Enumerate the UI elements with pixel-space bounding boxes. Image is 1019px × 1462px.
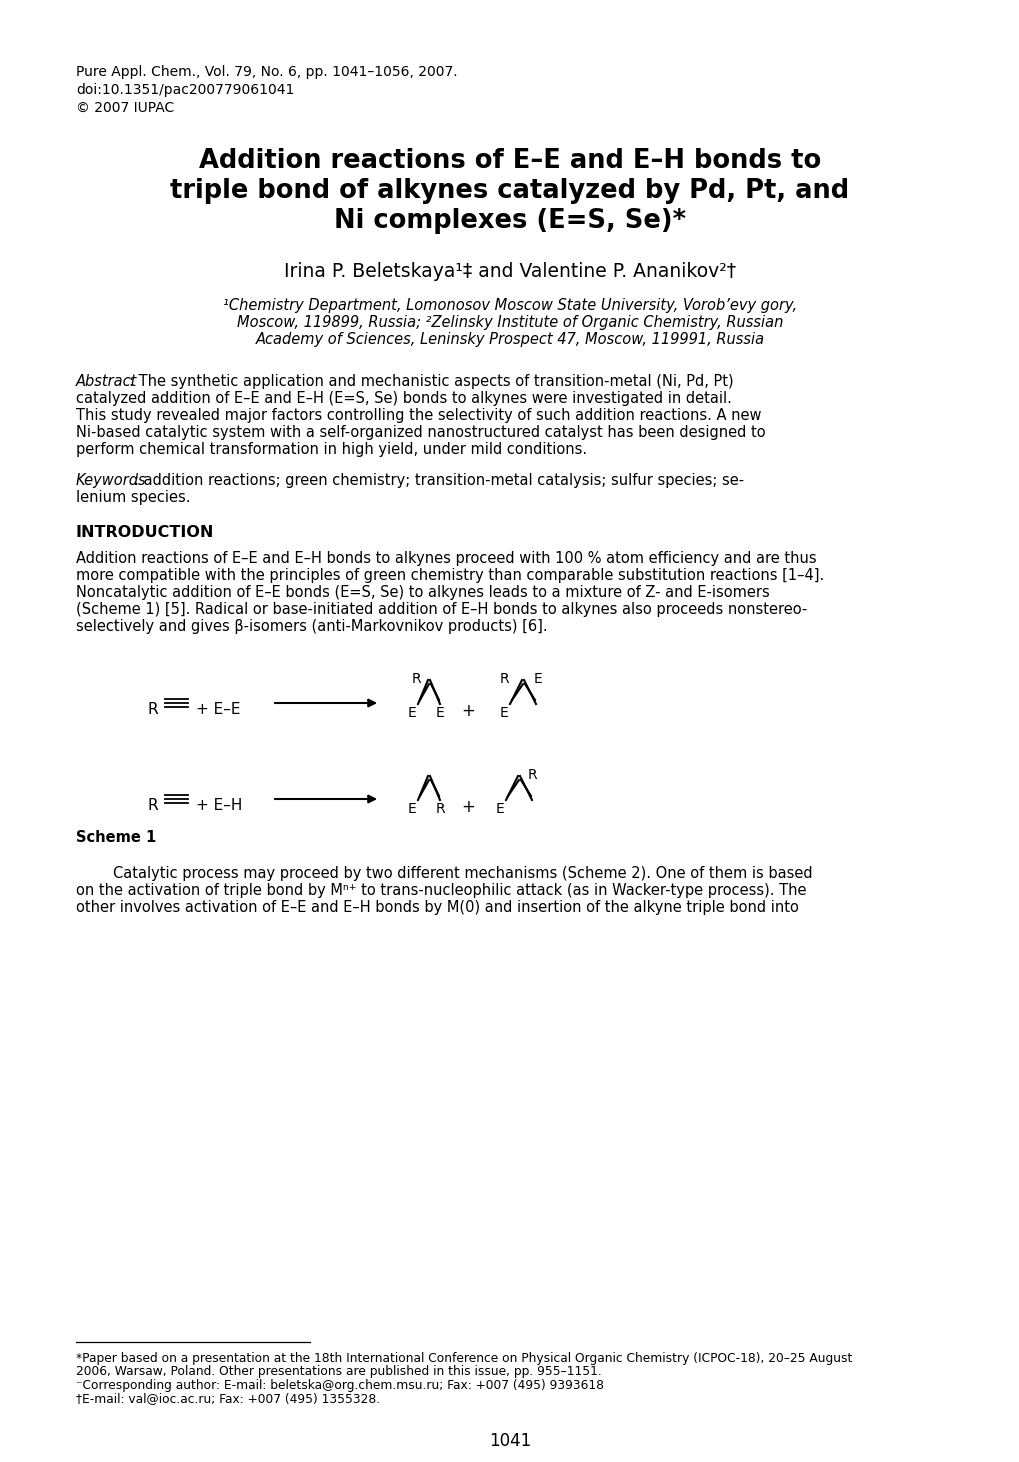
Text: Ni-based catalytic system with a self-organized nanostructured catalyst has been: Ni-based catalytic system with a self-or… bbox=[76, 425, 765, 440]
Text: Ni complexes (E=S, Se)*: Ni complexes (E=S, Se)* bbox=[333, 208, 686, 234]
Text: E: E bbox=[495, 803, 504, 816]
Text: 1041: 1041 bbox=[488, 1431, 531, 1450]
Text: + E–H: + E–H bbox=[196, 798, 243, 813]
Text: Abstract: Abstract bbox=[76, 374, 138, 389]
Text: selectively and gives β-isomers (anti-Markovnikov products) [6].: selectively and gives β-isomers (anti-Ma… bbox=[76, 618, 547, 635]
Text: Addition reactions of E–E and E–H bonds to alkynes proceed with 100 % atom effic: Addition reactions of E–E and E–H bonds … bbox=[76, 551, 816, 566]
Text: other involves activation of E–E and E–H bonds by M(0) and insertion of the alky: other involves activation of E–E and E–H… bbox=[76, 901, 798, 915]
Text: lenium species.: lenium species. bbox=[76, 490, 191, 504]
Text: Scheme 1: Scheme 1 bbox=[76, 830, 156, 845]
Text: Academy of Sciences, Leninsky Prospect 47, Moscow, 119991, Russia: Academy of Sciences, Leninsky Prospect 4… bbox=[255, 332, 764, 346]
Text: †E-mail: val@ioc.ac.ru; Fax: +007 (495) 1355328.: †E-mail: val@ioc.ac.ru; Fax: +007 (495) … bbox=[76, 1392, 380, 1405]
Text: +: + bbox=[461, 702, 475, 719]
Text: R: R bbox=[412, 673, 421, 686]
Text: Keywords: Keywords bbox=[76, 474, 147, 488]
Text: R: R bbox=[148, 702, 159, 716]
Text: R: R bbox=[528, 768, 537, 782]
Text: Addition reactions of E–E and E–H bonds to: Addition reactions of E–E and E–H bonds … bbox=[199, 148, 820, 174]
Text: + E–E: + E–E bbox=[196, 702, 240, 716]
Text: Pure Appl. Chem., Vol. 79, No. 6, pp. 1041–1056, 2007.: Pure Appl. Chem., Vol. 79, No. 6, pp. 10… bbox=[76, 64, 458, 79]
Text: INTRODUCTION: INTRODUCTION bbox=[76, 525, 214, 539]
Text: doi:10.1351/pac200779061041: doi:10.1351/pac200779061041 bbox=[76, 83, 294, 96]
Text: ⁻Corresponding author: E-mail: beletska@org.chem.msu.ru; Fax: +007 (495) 9393618: ⁻Corresponding author: E-mail: beletska@… bbox=[76, 1379, 603, 1392]
Text: E: E bbox=[499, 706, 508, 719]
Text: E: E bbox=[435, 706, 444, 719]
Text: R: R bbox=[499, 673, 510, 686]
Text: Irina P. Beletskaya¹‡ and Valentine P. Ananikov²†: Irina P. Beletskaya¹‡ and Valentine P. A… bbox=[283, 262, 736, 281]
Text: triple bond of alkynes catalyzed by Pd, Pt, and: triple bond of alkynes catalyzed by Pd, … bbox=[170, 178, 849, 205]
Text: : The synthetic application and mechanistic aspects of transition-metal (Ni, Pd,: : The synthetic application and mechanis… bbox=[128, 374, 733, 389]
Text: © 2007 IUPAC: © 2007 IUPAC bbox=[76, 101, 174, 115]
Text: Moscow, 119899, Russia; ²Zelinsky Institute of Organic Chemistry, Russian: Moscow, 119899, Russia; ²Zelinsky Instit… bbox=[236, 314, 783, 330]
Text: on the activation of triple bond by Mⁿ⁺ to trans-nucleophilic attack (as in Wack: on the activation of triple bond by Mⁿ⁺ … bbox=[76, 883, 806, 898]
Text: E: E bbox=[408, 803, 417, 816]
Text: 2006, Warsaw, Poland. Other presentations are published in this issue, pp. 955–1: 2006, Warsaw, Poland. Other presentation… bbox=[76, 1366, 601, 1379]
Text: : addition reactions; green chemistry; transition-metal catalysis; sulfur specie: : addition reactions; green chemistry; t… bbox=[133, 474, 744, 488]
Text: ¹Chemistry Department, Lomonosov Moscow State University, Vorob’evy gory,: ¹Chemistry Department, Lomonosov Moscow … bbox=[223, 298, 796, 313]
Text: Catalytic process may proceed by two different mechanisms (Scheme 2). One of the: Catalytic process may proceed by two dif… bbox=[76, 866, 812, 882]
Text: Noncatalytic addition of E–E bonds (E=S, Se) to alkynes leads to a mixture of Z-: Noncatalytic addition of E–E bonds (E=S,… bbox=[76, 585, 769, 599]
Text: This study revealed major factors controlling the selectivity of such addition r: This study revealed major factors contro… bbox=[76, 408, 761, 423]
Text: more compatible with the principles of green chemistry than comparable substitut: more compatible with the principles of g… bbox=[76, 569, 823, 583]
Text: *Paper based on a presentation at the 18th International Conference on Physical : *Paper based on a presentation at the 18… bbox=[76, 1352, 852, 1366]
Text: R: R bbox=[435, 803, 445, 816]
Text: E: E bbox=[408, 706, 417, 719]
Text: (Scheme 1) [5]. Radical or base-initiated addition of E–H bonds to alkynes also : (Scheme 1) [5]. Radical or base-initiate… bbox=[76, 602, 806, 617]
Text: catalyzed addition of E–E and E–H (E=S, Se) bonds to alkynes were investigated i: catalyzed addition of E–E and E–H (E=S, … bbox=[76, 390, 732, 406]
Text: R: R bbox=[148, 798, 159, 813]
Text: E: E bbox=[534, 673, 542, 686]
Text: perform chemical transformation in high yield, under mild conditions.: perform chemical transformation in high … bbox=[76, 442, 587, 458]
Text: +: + bbox=[461, 798, 475, 816]
